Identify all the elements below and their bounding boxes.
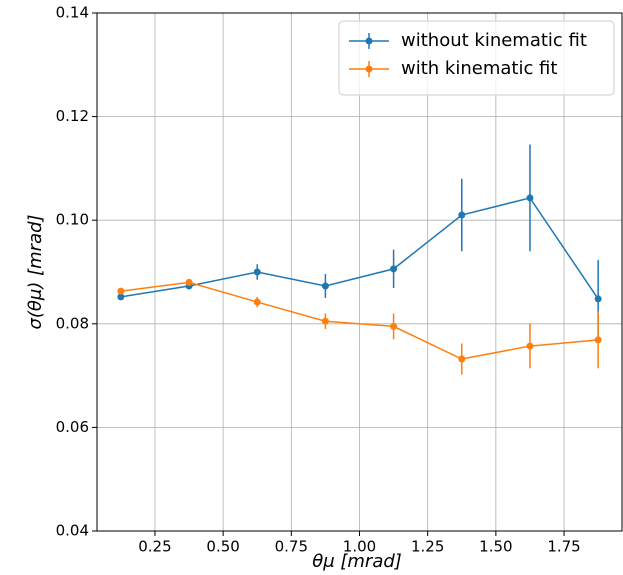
x-tick-label: 1.00 bbox=[343, 538, 376, 556]
plot-frame bbox=[96, 12, 623, 532]
legend-label: without kinematic fit bbox=[401, 30, 587, 51]
y-axis-label: σ(θμ) [mrad] bbox=[25, 214, 46, 329]
x-tick-label: 0.75 bbox=[275, 538, 308, 556]
series-line bbox=[120, 197, 599, 300]
series-line bbox=[120, 281, 599, 360]
marker bbox=[117, 287, 125, 295]
y-tick-label: 0.06 bbox=[56, 418, 89, 436]
x-axis-label: θμ [mrad] bbox=[312, 551, 402, 572]
marker bbox=[526, 342, 534, 350]
marker bbox=[321, 282, 329, 290]
marker bbox=[321, 317, 329, 325]
x-tick-label: 0.25 bbox=[138, 538, 171, 556]
marker bbox=[253, 298, 261, 306]
marker bbox=[458, 355, 466, 363]
legend-label: with kinematic fit bbox=[401, 58, 557, 79]
marker bbox=[117, 293, 125, 301]
marker bbox=[185, 278, 193, 286]
legend-marker bbox=[365, 65, 373, 73]
y-tick-label: 0.04 bbox=[56, 522, 89, 540]
marker bbox=[594, 295, 602, 303]
y-tick-label: 0.08 bbox=[56, 314, 89, 332]
x-tick-label: 1.75 bbox=[547, 538, 580, 556]
marker bbox=[594, 336, 602, 344]
x-tick-label: 1.50 bbox=[479, 538, 512, 556]
marker bbox=[390, 265, 398, 273]
y-tick-label: 0.12 bbox=[56, 107, 89, 125]
marker bbox=[253, 268, 261, 276]
x-tick-label: 1.25 bbox=[411, 538, 444, 556]
x-tick-label: 0.50 bbox=[206, 538, 239, 556]
y-tick-label: 0.10 bbox=[56, 211, 89, 229]
legend-marker bbox=[365, 37, 373, 45]
legend-box bbox=[338, 20, 615, 96]
marker bbox=[526, 194, 534, 202]
marker bbox=[458, 211, 466, 219]
y-tick-label: 0.14 bbox=[56, 4, 89, 22]
marker bbox=[390, 322, 398, 330]
